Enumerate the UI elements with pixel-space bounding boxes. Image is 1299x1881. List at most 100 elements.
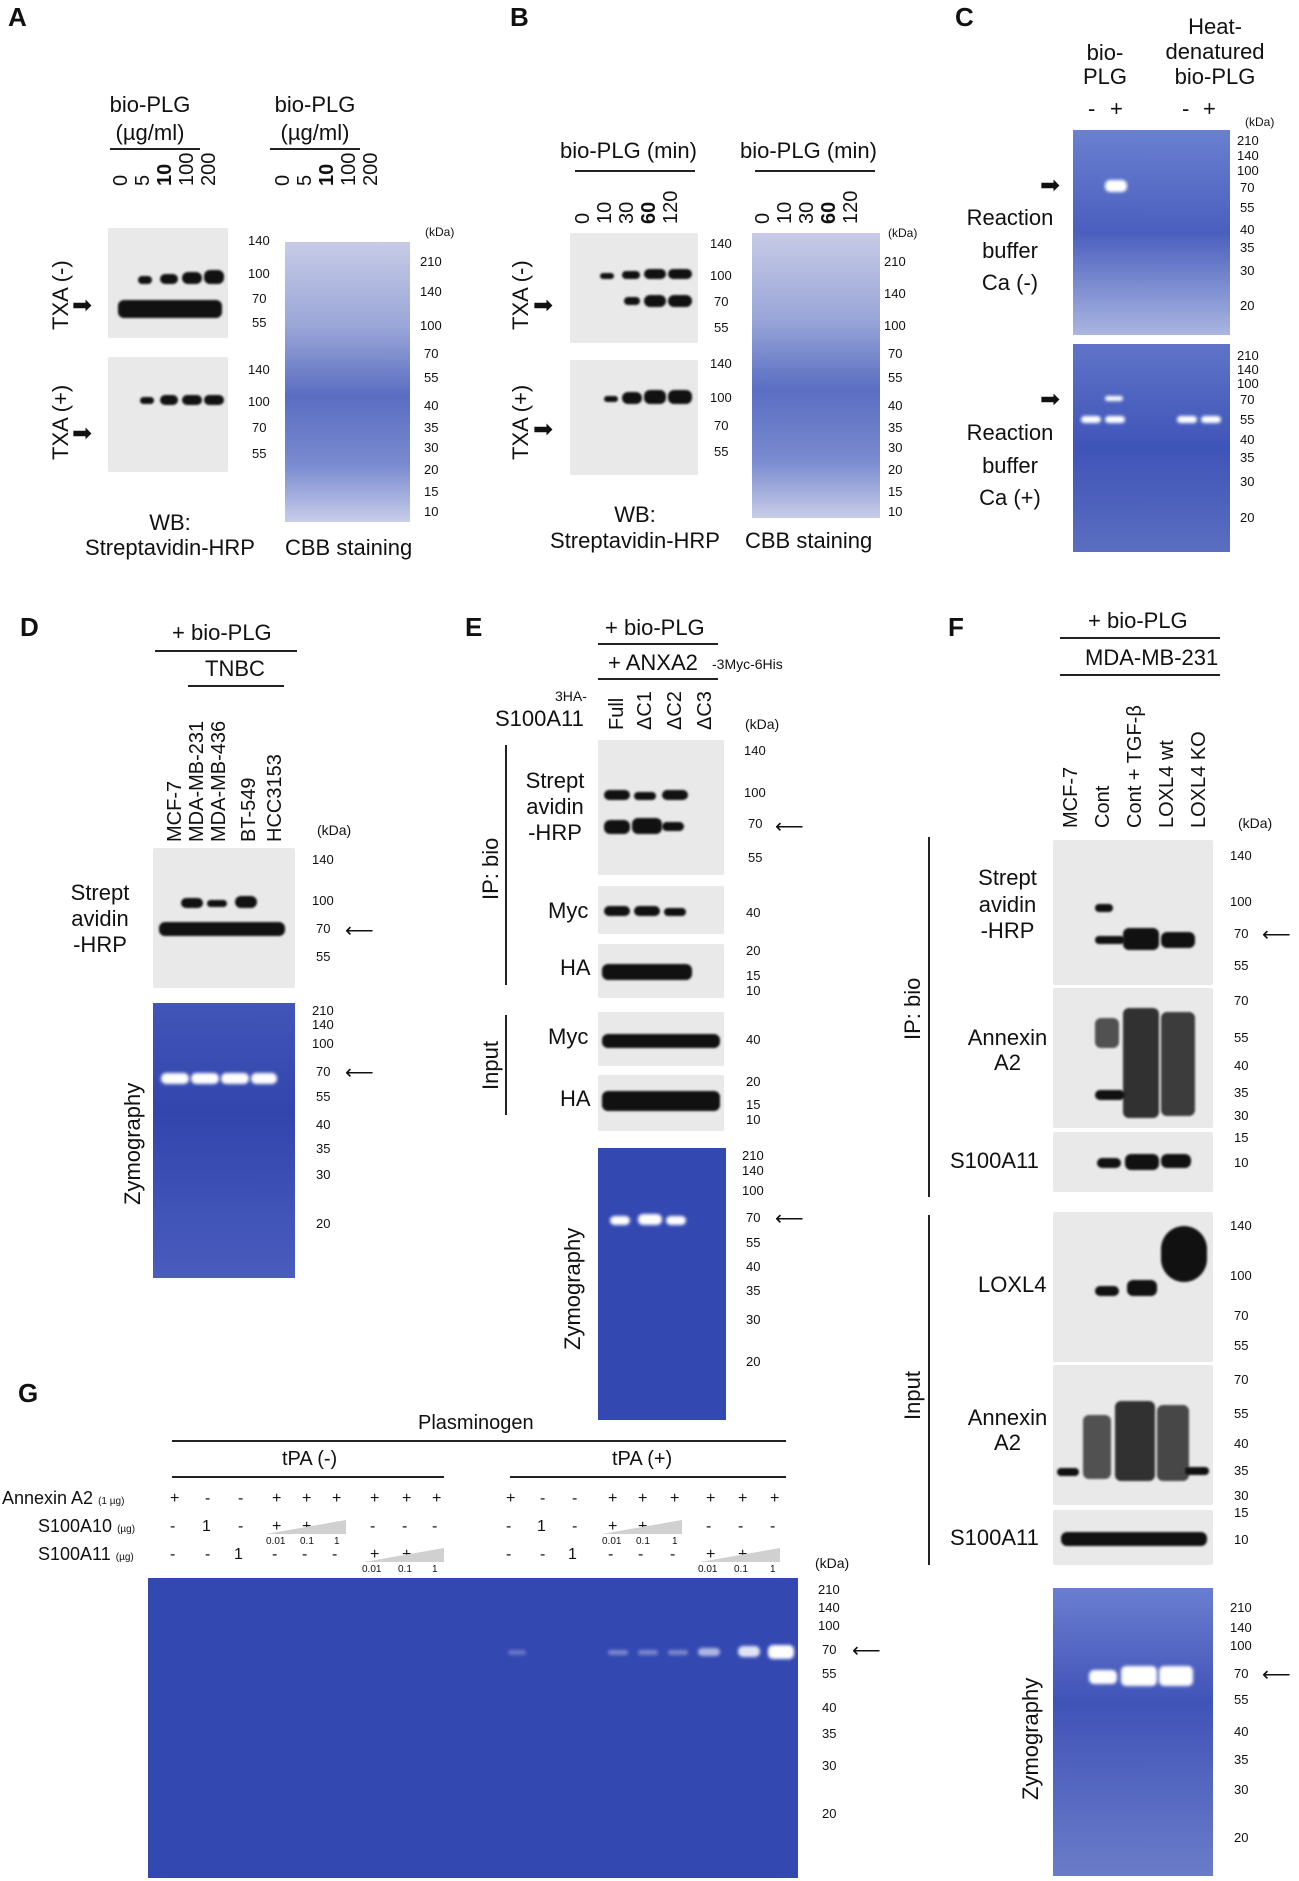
sign: +	[706, 1490, 716, 1507]
marker-label: 15	[1234, 1130, 1249, 1145]
marker-label: 35	[1234, 1463, 1249, 1478]
sign: -	[706, 1518, 712, 1535]
sign: -	[238, 1518, 244, 1535]
gradient-triangle-icon	[364, 1548, 444, 1562]
dose-label: 1	[672, 1536, 678, 1547]
panel-e-subheader: + ANXA2	[608, 650, 698, 675]
marker-label: 20	[746, 1354, 761, 1369]
marker-label: 55	[746, 1235, 761, 1250]
panel-label-g: G	[18, 1378, 39, 1408]
panel-label-c: C	[955, 2, 974, 32]
panel-e-header: + bio-PLG	[605, 615, 705, 640]
marker-label: 40	[1234, 1058, 1249, 1073]
panel-f-ip-label: IP: bio	[900, 977, 925, 1040]
sign: +	[402, 1490, 412, 1507]
panel-c-sign: -	[1088, 96, 1096, 121]
panel-b-lane-label: 10	[774, 201, 796, 224]
sign: +	[738, 1490, 748, 1507]
sign: -	[332, 1546, 338, 1563]
panel-c-row2-2: buffer	[982, 453, 1038, 478]
panel-e-lane-label: ΔC1	[634, 691, 656, 730]
sign: 1	[234, 1546, 243, 1563]
dose-label: 0.1	[398, 1564, 412, 1575]
marker-label: 30	[1234, 1488, 1249, 1503]
panel-d-lane-label: MDA-MB-436	[208, 720, 230, 842]
panel-label-f: F	[948, 612, 964, 642]
marker-label: 20	[746, 1074, 761, 1089]
marker-label: 55	[1234, 958, 1249, 973]
sign: -	[170, 1546, 176, 1563]
panel-g-group-right: tPA (+)	[612, 1448, 673, 1470]
marker-label: 140	[248, 233, 270, 248]
panel-c-sign: -	[1182, 96, 1190, 121]
panel-e-row-label: avidin	[526, 794, 584, 819]
sign: -	[205, 1490, 211, 1507]
panel-b-wb-caption-2: Streptavidin-HRP	[550, 528, 720, 553]
marker-label: 140	[312, 1017, 334, 1032]
panel-d-blot-label-1: Strept	[70, 880, 130, 905]
panel-label-e: E	[465, 612, 483, 642]
marker-label: 70	[1234, 1372, 1249, 1387]
marker-label: 40	[1234, 1724, 1249, 1739]
panel-g-row-label: S100A10	[38, 1516, 113, 1536]
sign: -	[608, 1546, 614, 1563]
marker-label: (kDa)	[425, 225, 455, 239]
marker-label: 100	[884, 318, 906, 333]
panel-b-lane-label: 10	[594, 201, 616, 224]
marker-label: 140	[420, 284, 442, 299]
panel-a-lane-label: 10	[316, 163, 338, 186]
panel-g-row-unit: (µg)	[117, 1524, 136, 1535]
marker-label: (kDa)	[888, 226, 918, 240]
panel-f-blot-annexin-ip	[1053, 988, 1213, 1128]
marker-label: 100	[420, 318, 442, 333]
panel-e-row-label: HA	[560, 955, 591, 980]
panel-f-blot-annexin-input	[1053, 1365, 1213, 1505]
panel-f-lane-label: LOXL4 KO	[1188, 731, 1210, 828]
marker-label: 35	[822, 1726, 837, 1741]
marker-label: 30	[1240, 474, 1255, 489]
panel-a-right-title-1: bio-PLG	[274, 92, 356, 117]
marker-label: 20	[1240, 298, 1255, 313]
panel-label-b: B	[510, 2, 529, 32]
panel-d-zymo-label: Zymography	[120, 1082, 145, 1205]
sign: +	[370, 1490, 380, 1507]
marker-label: 20	[888, 462, 903, 477]
sign: -	[540, 1546, 546, 1563]
arrow-left-icon: ⟵	[1262, 924, 1291, 946]
dose-label: 0.1	[734, 1564, 748, 1575]
marker-label: 140	[1237, 148, 1259, 163]
panel-e-row-label: -HRP	[528, 820, 582, 845]
sign: +	[638, 1518, 648, 1535]
panel-g-header: Plasminogen	[418, 1412, 534, 1434]
marker-label: 70	[252, 291, 267, 306]
marker-label: 40	[888, 398, 903, 413]
marker-label: 100	[710, 268, 732, 283]
panel-a-cbb-gel	[285, 242, 410, 522]
sign: 1	[568, 1546, 577, 1563]
dose-label: 1	[770, 1564, 776, 1575]
panel-f-row-label: LOXL4	[978, 1272, 1047, 1297]
marker-label: 15	[746, 1097, 761, 1112]
panel-c-sign: +	[1203, 96, 1216, 121]
panel-a-lane-label: 5	[132, 174, 154, 186]
panel-a-left-title-2: (µg/ml)	[115, 120, 185, 145]
panel-d-header: + bio-PLG	[172, 620, 272, 645]
marker-label: 70	[714, 294, 729, 309]
panel-c-col2-2: denatured	[1165, 39, 1265, 64]
panel-f-blot-loxl4	[1053, 1212, 1213, 1362]
marker-label: 30	[746, 1312, 761, 1327]
sign: +	[738, 1546, 748, 1563]
marker-label: 55	[1234, 1692, 1249, 1707]
sign: +	[302, 1518, 312, 1535]
panel-a-wb-caption-1: WB:	[149, 510, 191, 535]
panel-c-sign: +	[1110, 96, 1123, 121]
marker-label: 10	[1234, 1155, 1249, 1170]
marker-label: 140	[1230, 1218, 1252, 1233]
gradient-triangle-icon	[266, 1520, 346, 1534]
marker-label: 140	[744, 743, 766, 758]
panel-a-left-title-1: bio-PLG	[109, 92, 191, 117]
panel-e-kda: (kDa)	[745, 716, 780, 732]
marker-label: 35	[424, 420, 439, 435]
panel-g-row-unit: (µg)	[115, 1552, 134, 1563]
marker-label: 55	[252, 446, 267, 461]
